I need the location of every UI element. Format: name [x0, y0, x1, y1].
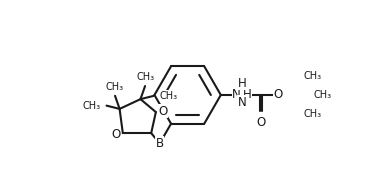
Text: CH₃: CH₃: [159, 91, 177, 101]
Text: H: H: [237, 77, 246, 90]
Text: CH₃: CH₃: [83, 101, 101, 111]
Text: O: O: [111, 127, 121, 140]
Text: N: N: [232, 88, 241, 101]
Text: O: O: [257, 116, 266, 129]
Text: CH₃: CH₃: [303, 109, 321, 119]
Text: CH₃: CH₃: [313, 90, 331, 100]
Text: O: O: [158, 105, 167, 118]
Text: CH₃: CH₃: [106, 82, 124, 92]
Text: CH₃: CH₃: [303, 71, 321, 81]
Text: H: H: [243, 88, 252, 101]
Text: N: N: [237, 96, 246, 109]
Text: O: O: [274, 89, 283, 102]
Text: CH₃: CH₃: [136, 72, 154, 82]
Text: B: B: [156, 137, 164, 150]
